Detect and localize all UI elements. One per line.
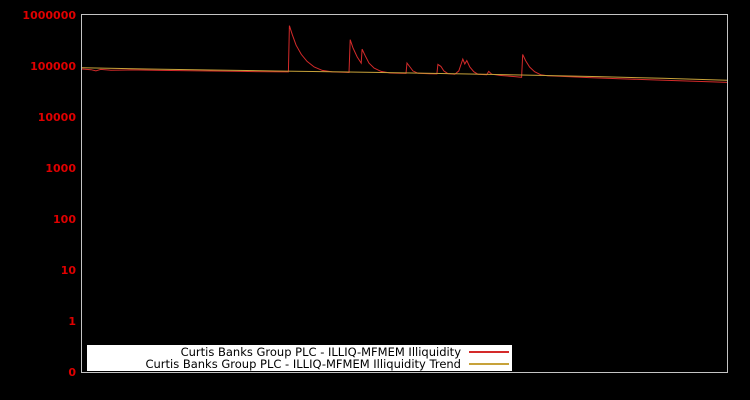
illiquidity-line [82,25,727,83]
legend-label-illiquidity: Curtis Banks Group PLC - ILLIQ-MFMEM Ill… [180,345,461,359]
y-axis-tick-label: 1000 [45,162,76,176]
plot-canvas [82,25,727,83]
y-axis-tick-label: 100 [53,213,76,227]
illiquidity-trend-line [82,67,727,81]
y-axis-tick-label: 100000 [30,60,76,74]
y-axis-tick-label: 0 [68,366,76,380]
y-axis-tick-label: 10000 [37,111,76,125]
legend: Curtis Banks Group PLC - ILLIQ-MFMEM Ill… [87,345,512,371]
plot-area: Curtis Banks Group PLC - ILLIQ-MFMEM Ill… [81,14,728,373]
y-axis-tick-label: 1000000 [22,9,76,22]
legend-line-swatch-red [469,351,509,353]
legend-entry-illiquidity: Curtis Banks Group PLC - ILLIQ-MFMEM Ill… [87,346,509,358]
legend-line-swatch-yellow [469,363,509,365]
y-axis-tick-label: 1 [68,315,76,329]
legend-entry-trend: Curtis Banks Group PLC - ILLIQ-MFMEM Ill… [87,358,509,370]
y-axis-tick-label: 10 [60,264,76,278]
legend-label-trend: Curtis Banks Group PLC - ILLIQ-MFMEM Ill… [145,357,461,371]
